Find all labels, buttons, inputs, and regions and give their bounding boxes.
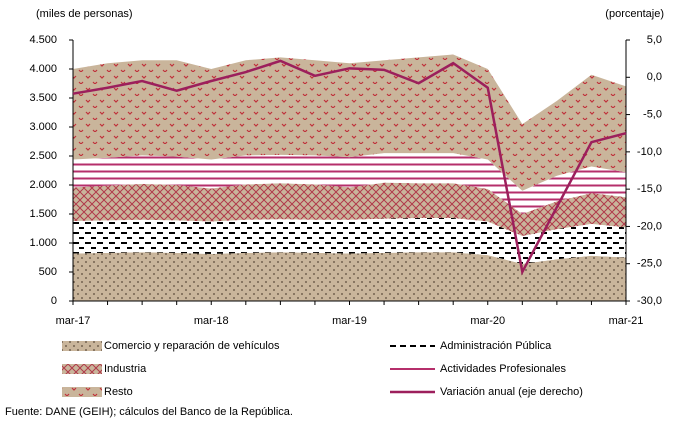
x-tick-label: mar-21 [609,315,644,327]
y2-tick-label: -10,0 [637,146,662,158]
y2-tick-label: -15,0 [637,183,662,195]
y2-tick-label: 5,0 [647,34,662,46]
y-tick-label: 1.000 [29,237,57,249]
y2-tick-label: -30,0 [637,295,662,307]
x-tick-label: mar-17 [56,315,91,327]
legend-label: Variación anual (eje derecho) [440,386,583,398]
y-tick-label: 3.500 [29,92,57,104]
y-tick-label: 2.500 [29,150,57,162]
legend-label: Comercio y reparación de vehículos [104,340,280,352]
y-tick-label: 4.000 [29,63,57,75]
legend-label: Administración Pública [440,340,552,352]
y2-tick-label: -5,0 [643,108,662,120]
x-tick-label: mar-18 [194,315,229,327]
legend-swatch [62,341,102,351]
legend-label: Industria [104,363,147,375]
legend-label: Actividades Profesionales [440,363,566,375]
y-axis-title: (miles de personas) [36,8,133,20]
legend-swatch [62,387,102,397]
y-tick-label: 2.000 [29,179,57,191]
area [73,182,626,237]
y-tick-label: 500 [39,266,57,278]
line [72,59,627,276]
y2-tick-label: -20,0 [637,220,662,232]
area [73,218,626,264]
y-tick-label: 4.500 [29,34,57,46]
x-tick-label: mar-20 [470,315,505,327]
legend-swatch [62,364,102,374]
y2-tick-label: 0,0 [647,71,662,83]
y-tick-label: 0 [51,295,57,307]
legend-label: Resto [104,386,133,398]
x-tick-label: mar-19 [332,315,367,327]
area [73,153,626,214]
y2-tick-label: -25,0 [637,258,662,270]
y-tick-label: 3.000 [29,121,57,133]
y2-axis-title: (porcentaje) [605,8,664,20]
source: Fuente: DANE (GEIH); cálculos del Banco … [5,406,293,418]
y-tick-label: 1.500 [29,208,57,220]
area [73,252,626,301]
